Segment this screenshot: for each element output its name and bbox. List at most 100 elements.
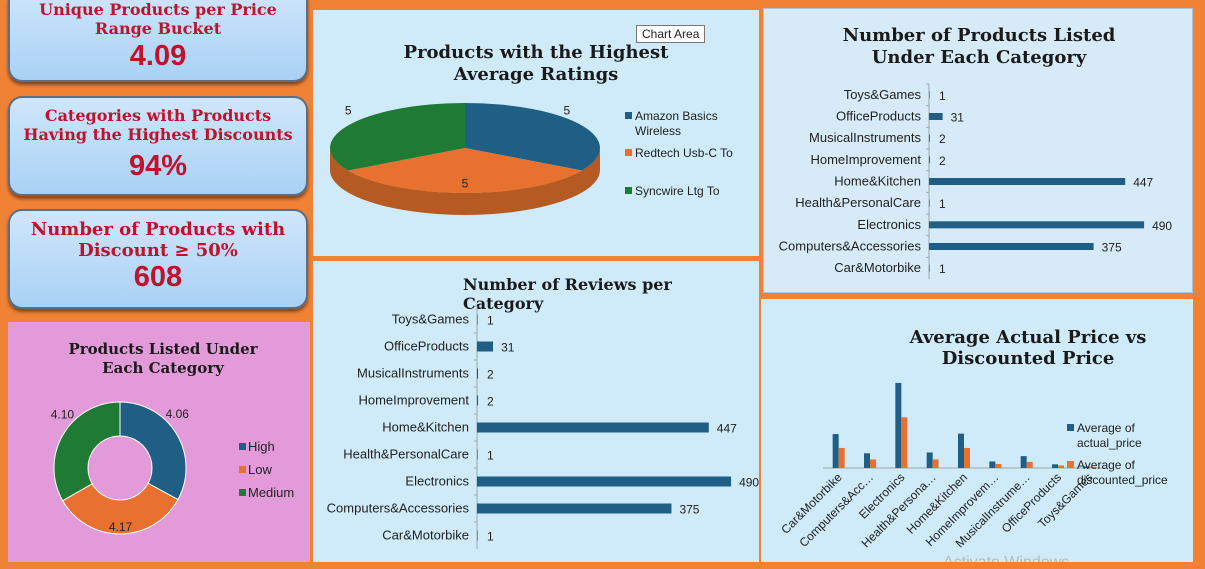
donut-chart: 4.06 4.17 4.10 High Low Medium xyxy=(51,401,294,535)
bar-data-label: 490 xyxy=(1152,219,1172,233)
column-bar xyxy=(1058,465,1064,468)
bar xyxy=(929,199,930,207)
bar-category-label: Health&PersonalCare xyxy=(343,447,469,462)
legend-label: Wireless xyxy=(635,124,681,138)
column-bar xyxy=(838,447,845,468)
pie-side-wall xyxy=(330,148,600,215)
bar xyxy=(477,368,479,379)
bar-category-label: Computers&Accessories xyxy=(779,239,922,254)
bar xyxy=(477,449,478,460)
reviews-bar-panel: Number of Reviews per Category Toys&Game… xyxy=(313,261,759,562)
bar-data-label: 31 xyxy=(501,341,515,355)
bar-category-label: Health&PersonalCare xyxy=(795,195,921,210)
pie-data-label: 5 xyxy=(462,177,469,191)
bar-category-label: Home&Kitchen xyxy=(382,420,469,435)
bar xyxy=(477,503,672,514)
pie-data-label: 5 xyxy=(563,103,570,117)
column-bar xyxy=(832,434,839,468)
bar xyxy=(929,91,930,99)
bar-category-label: Car&Motorbike xyxy=(834,260,921,275)
legend-label: discounted_price xyxy=(1077,473,1168,487)
bar-data-label: 1 xyxy=(487,449,494,463)
bar-data-label: 1 xyxy=(939,197,946,211)
column-bar xyxy=(932,459,939,468)
pie-slice xyxy=(330,103,465,171)
chart-title: Products Listed Under Each Category xyxy=(68,340,258,377)
legend-label: Syncwire Ltg To xyxy=(635,184,720,198)
kpi-value: 94% xyxy=(128,150,188,182)
column-bar xyxy=(964,447,970,468)
bar-category-label: Electronics xyxy=(857,217,921,232)
reviews-bar-chart: Toys&Games 1 OfficeProducts 31 MusicalInstru… xyxy=(327,305,759,549)
column-bar xyxy=(1020,456,1027,468)
legend-swatch xyxy=(625,112,632,119)
bar-data-label: 1 xyxy=(939,262,946,276)
column-bar xyxy=(1052,464,1058,468)
legend-swatch xyxy=(1067,461,1074,468)
bar-category-label: MusicalInstruments xyxy=(357,366,469,381)
bar-data-label: 1 xyxy=(487,314,494,328)
bar-data-label: 490 xyxy=(739,476,759,490)
bar-category-label: HomeImprovement xyxy=(810,152,921,167)
bar xyxy=(477,314,478,325)
ratings-pie-panel: Products with the Highest Average Rating… xyxy=(313,10,759,256)
bar-data-label: 2 xyxy=(487,368,494,382)
bar xyxy=(929,134,930,142)
bar-category-label: HomeImprovement xyxy=(358,393,469,408)
legend-swatch xyxy=(625,149,632,156)
legend-swatch xyxy=(239,443,246,450)
legend-swatch xyxy=(1067,424,1074,431)
pie-data-label: 5 xyxy=(345,103,352,117)
bar-category-label: Toys&Games xyxy=(392,312,470,327)
donut-slice xyxy=(61,482,179,535)
bar-data-label: 2 xyxy=(487,395,494,409)
bar-data-label: 447 xyxy=(717,422,737,436)
donut-data-label: 4.10 xyxy=(51,407,75,421)
bar xyxy=(929,156,930,164)
products-bar-panel: Number of Products Listed Under Each Cat… xyxy=(763,8,1193,293)
products-bar-chart: Toys&Games 1 OfficeProducts 31 MusicalInstru… xyxy=(779,83,1172,279)
bar xyxy=(477,476,732,487)
kpi-label: Categories with Products Having the High… xyxy=(23,106,293,144)
kpi-card-highest-discounts: Categories with Products Having the High… xyxy=(8,96,308,196)
legend-swatch xyxy=(239,466,246,473)
bar-data-label: 1 xyxy=(939,89,946,103)
bar-category-label: MusicalInstruments xyxy=(809,130,921,145)
bar xyxy=(929,221,1145,229)
bar xyxy=(929,264,930,272)
column-bar xyxy=(864,453,870,468)
price-column-panel: Average Actual Price vs Discounted Price… xyxy=(761,299,1193,562)
legend-label: Low xyxy=(248,462,272,477)
kpi-value: 4.09 xyxy=(129,40,187,72)
chart-title: Number of Reviews per Category xyxy=(463,275,672,313)
activate-windows-watermark: Activate Windows xyxy=(943,554,1069,562)
bar-category-label: Home&Kitchen xyxy=(834,174,921,189)
chart-title: Number of Products Listed Under Each Cat… xyxy=(842,25,1116,68)
pie-slice xyxy=(465,103,600,171)
bar xyxy=(929,178,1126,185)
donut-data-label: 4.17 xyxy=(109,520,133,534)
kpi-card-discount-50: Number of Products with Discount ≥ 50% 6… xyxy=(8,209,308,309)
column-bar xyxy=(989,461,996,468)
legend-label: High xyxy=(248,439,275,454)
bar-category-label: Computers&Accessories xyxy=(327,501,470,516)
donut-panel: Products Listed Under Each Category 4.06… xyxy=(8,322,310,562)
bar xyxy=(477,422,709,433)
column-bar xyxy=(1083,466,1090,468)
column-bar xyxy=(1089,466,1096,468)
column-bar xyxy=(1026,461,1033,468)
column-bar xyxy=(926,452,933,468)
legend-label: Average of xyxy=(1077,458,1135,472)
bar-category-label: OfficeProducts xyxy=(384,339,470,354)
bar-category-label: Car&Motorbike xyxy=(382,528,469,543)
donut-slice xyxy=(119,401,187,501)
column-bar xyxy=(995,463,1002,468)
bar xyxy=(929,243,1094,250)
bar-category-label: OfficeProducts xyxy=(836,109,922,124)
donut-data-label: 4.06 xyxy=(166,407,190,421)
bar-data-label: 375 xyxy=(679,503,699,517)
bar-data-label: 447 xyxy=(1133,176,1153,190)
legend-swatch xyxy=(625,187,632,194)
column-bar xyxy=(958,433,964,468)
kpi-label: Unique Products per Price Range Bucket xyxy=(39,0,277,38)
